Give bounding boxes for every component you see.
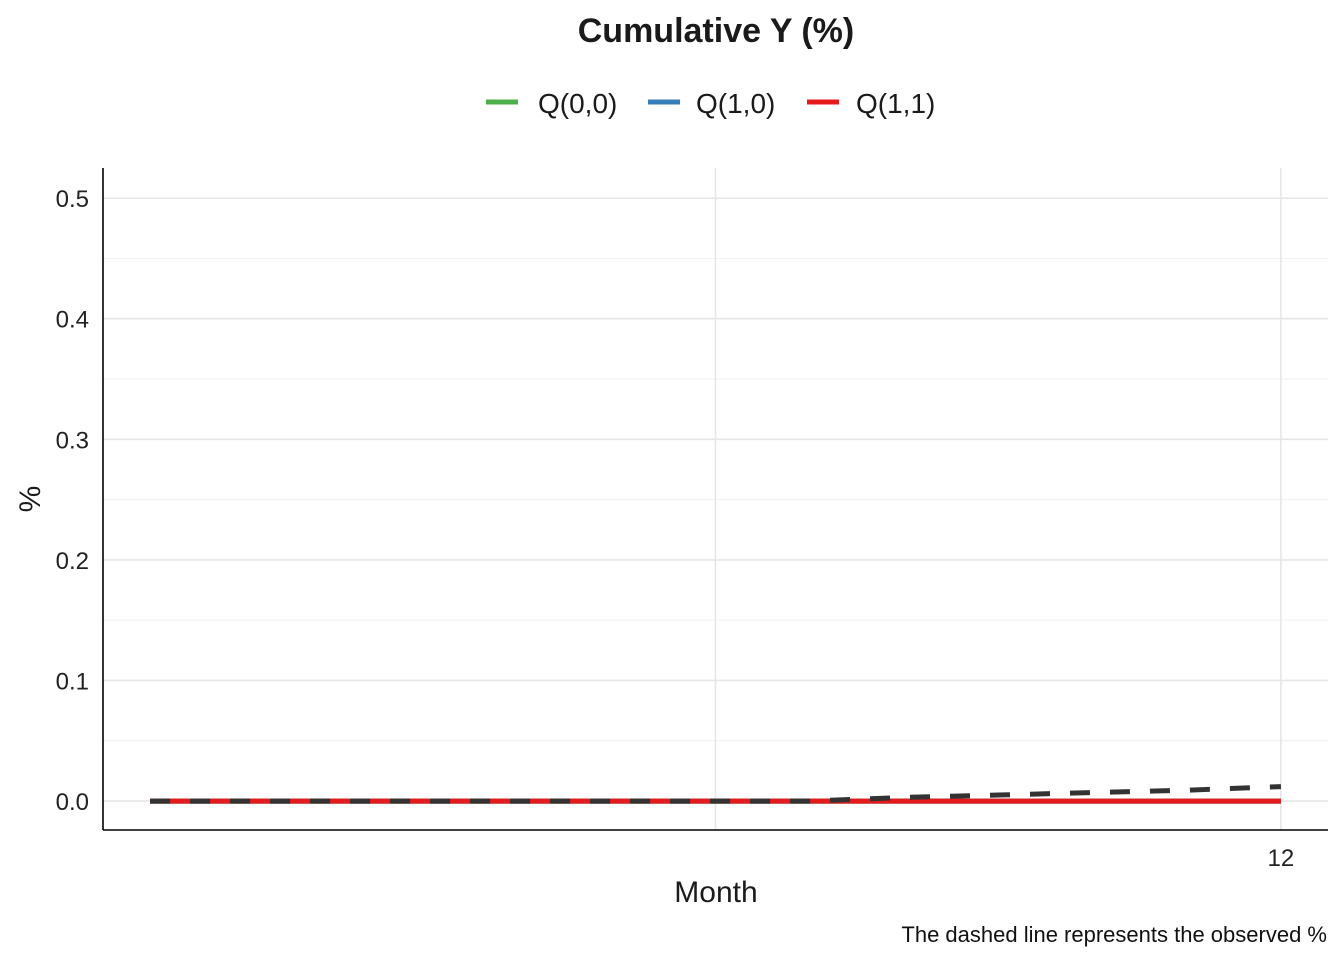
y-tick-label: 0.0 — [56, 789, 89, 816]
chart-caption: The dashed line represents the observed … — [901, 922, 1327, 947]
y-tick-label: 0.3 — [56, 427, 89, 454]
y-tick-labels: 0.0 0.1 0.2 0.3 0.4 0.5 — [56, 186, 89, 816]
y-tick-label: 0.2 — [56, 548, 89, 575]
legend: Q(0,0) Q(1,0) Q(1,1) — [486, 88, 935, 119]
y-axis-title: % — [14, 486, 47, 513]
observed-dashed-line — [150, 784, 1281, 804]
x-axis-title: Month — [674, 876, 757, 909]
series-layer — [150, 784, 1281, 804]
legend-label-q10: Q(1,0) — [696, 88, 775, 119]
legend-label-q00: Q(0,0) — [538, 88, 617, 119]
gridlines — [103, 168, 1328, 830]
x-tick-labels: 12 — [1268, 845, 1295, 872]
y-tick-label: 0.4 — [56, 307, 89, 334]
chart-title: Cumulative Y (%) — [578, 12, 854, 50]
y-tick-label: 0.1 — [56, 668, 89, 695]
x-tick-label: 12 — [1268, 845, 1295, 872]
y-tick-label: 0.5 — [56, 186, 89, 213]
legend-label-q11: Q(1,1) — [856, 88, 935, 119]
